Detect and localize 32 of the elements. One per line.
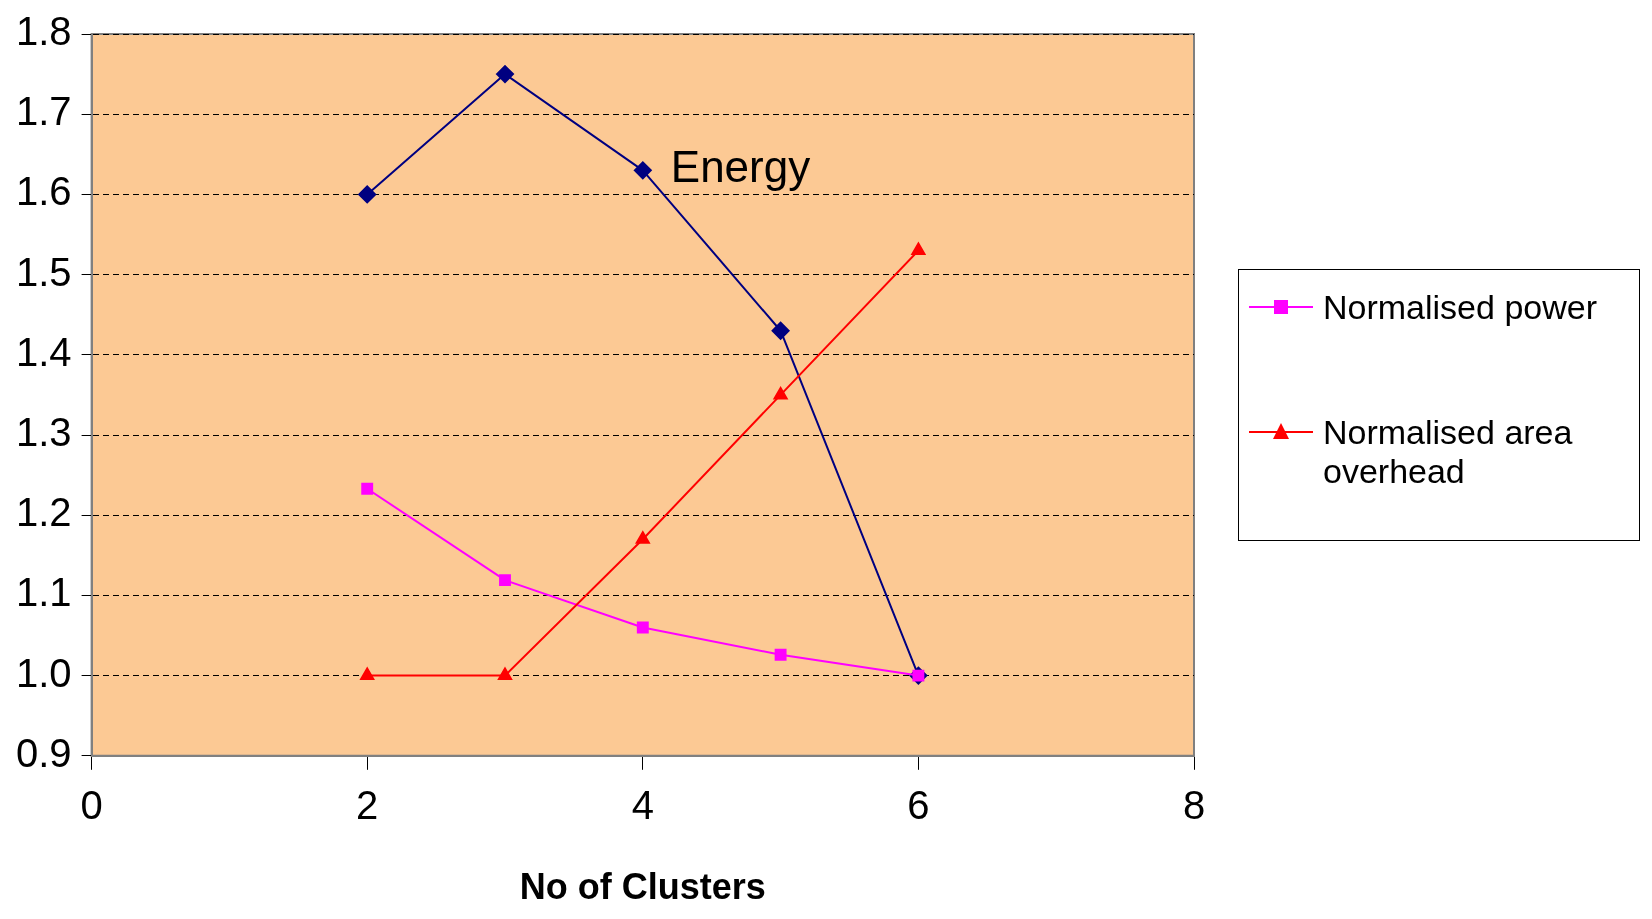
point <box>774 648 787 661</box>
point <box>773 386 788 400</box>
y-tick-label: 1.6 <box>16 169 72 214</box>
legend-label: Normalised area overhead <box>1323 413 1574 491</box>
point <box>358 185 377 204</box>
x-tick-label: 8 <box>1182 782 1206 827</box>
point <box>499 574 511 587</box>
point <box>635 531 650 544</box>
x-tick-label: 0 <box>80 782 103 827</box>
y-tick-label: 1.4 <box>16 329 72 374</box>
point <box>361 482 374 495</box>
point <box>497 667 513 681</box>
point <box>360 667 375 681</box>
point <box>636 621 649 634</box>
y-tick-label: 1.1 <box>16 570 72 615</box>
x-tick-label: 4 <box>631 782 654 827</box>
y-tick-label: 0.9 <box>16 730 72 775</box>
y-tick-label: 1.2 <box>16 490 72 535</box>
y-tick-label: 1.3 <box>16 410 72 455</box>
point <box>633 161 652 180</box>
x-axis-title: No of Clusters <box>519 866 766 908</box>
legend-label: Normalised power <box>1323 288 1597 327</box>
y-tick-label: 1.0 <box>16 650 72 695</box>
point <box>771 321 790 340</box>
point <box>911 242 926 256</box>
annotation: Energy <box>670 142 811 192</box>
x-tick-label: 6 <box>907 782 930 827</box>
x-tick-label: 2 <box>356 782 379 827</box>
y-tick-label: 1.5 <box>16 249 72 294</box>
y-tick-label: 1.7 <box>16 89 72 134</box>
y-tick-label: 1.8 <box>16 9 72 54</box>
point <box>496 65 514 84</box>
